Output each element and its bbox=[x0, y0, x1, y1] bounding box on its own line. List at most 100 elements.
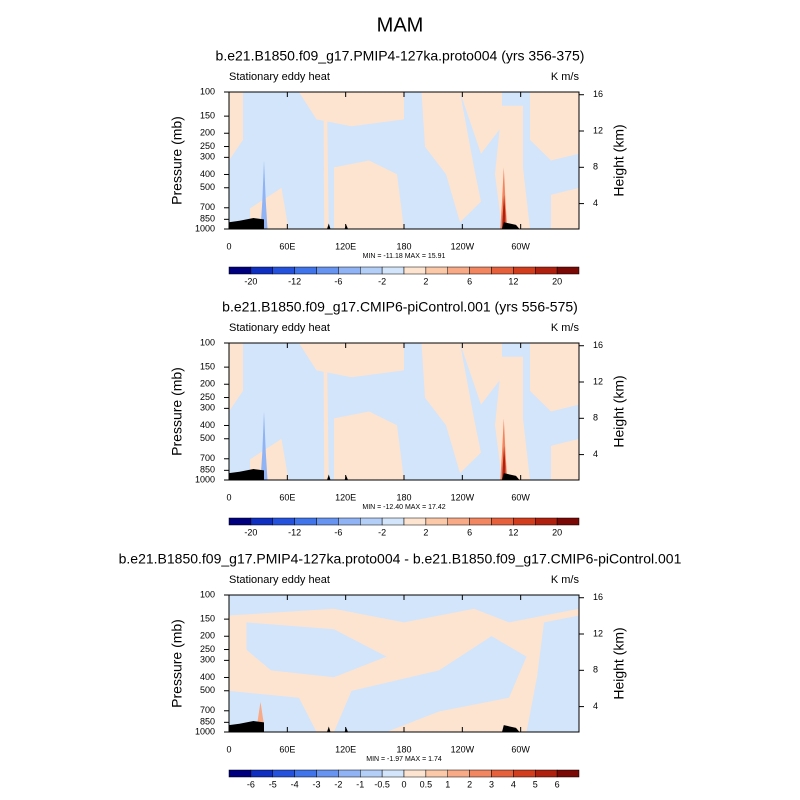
contour-fill bbox=[260, 411, 268, 480]
colorbar-label: 3 bbox=[489, 779, 494, 789]
colorbar-box bbox=[316, 517, 339, 526]
contour-fill bbox=[229, 92, 243, 161]
y-tick-label: 150 bbox=[200, 361, 215, 371]
x-tick-label: 120W bbox=[451, 744, 475, 754]
contour-fill bbox=[421, 92, 481, 223]
colorbar-label: -12 bbox=[288, 276, 301, 286]
y2-tick-label: 8 bbox=[593, 162, 598, 172]
colorbar-box bbox=[556, 266, 580, 275]
y2-tick-label: 12 bbox=[593, 628, 603, 638]
colorbar-box bbox=[403, 517, 427, 526]
colorbar-label: 2 bbox=[423, 527, 428, 537]
colorbar-label: -20 bbox=[244, 527, 257, 537]
y2-tick-label: 16 bbox=[593, 592, 603, 602]
contour-fill bbox=[551, 438, 579, 480]
colorbar-box bbox=[294, 266, 317, 275]
colorbar-box bbox=[447, 517, 470, 526]
colorbar-box bbox=[381, 769, 405, 778]
colorbar-box bbox=[338, 517, 361, 526]
colorbar-label: -2 bbox=[378, 276, 386, 286]
colorbar-box bbox=[425, 769, 448, 778]
colorbar-box bbox=[535, 517, 558, 526]
figure-title: MAM bbox=[377, 14, 424, 36]
colorbar-label: -1 bbox=[356, 779, 364, 789]
contour-fill bbox=[502, 194, 506, 229]
right-label: K m/s bbox=[551, 71, 580, 83]
y-tick-label: 150 bbox=[200, 110, 215, 120]
colorbar-box bbox=[294, 769, 317, 778]
panel: b.e21.B1850.f09_g17.CMIP6-piControl.001 … bbox=[169, 299, 627, 538]
colorbar-box bbox=[381, 266, 405, 275]
y2-tick-label: 4 bbox=[593, 449, 598, 459]
colorbar-box bbox=[513, 517, 536, 526]
colorbar-box bbox=[250, 266, 273, 275]
y-tick-label: 850 bbox=[200, 214, 215, 224]
colorbar-label: -5 bbox=[269, 779, 277, 789]
y-tick-label: 850 bbox=[200, 465, 215, 475]
y2-tick-label: 8 bbox=[593, 413, 598, 423]
y2-tick-label: 12 bbox=[593, 125, 603, 135]
y-tick-label: 100 bbox=[200, 337, 215, 347]
colorbar-box bbox=[513, 769, 536, 778]
right-label: K m/s bbox=[551, 574, 580, 586]
colorbar-box bbox=[556, 769, 580, 778]
contour-fill bbox=[250, 187, 289, 229]
colorbar-label: -0.5 bbox=[374, 779, 390, 789]
colorbar-label: -6 bbox=[334, 527, 342, 537]
colorbar-box bbox=[403, 769, 427, 778]
colorbar-box bbox=[272, 517, 295, 526]
colorbar-label: 4 bbox=[511, 779, 516, 789]
x-tick-label: 180 bbox=[396, 241, 411, 251]
colorbar-box bbox=[228, 517, 252, 526]
colorbar-box bbox=[360, 517, 383, 526]
topography bbox=[327, 223, 331, 229]
colorbar-label: 20 bbox=[552, 276, 562, 286]
y2-tick-label: 4 bbox=[593, 198, 598, 208]
y-tick-label: 1000 bbox=[195, 726, 215, 736]
colorbar-box bbox=[535, 266, 558, 275]
x-tick-label: 120E bbox=[335, 744, 356, 754]
contour-fill bbox=[229, 343, 243, 412]
y-tick-label: 700 bbox=[200, 202, 215, 212]
colorbar-box bbox=[250, 517, 273, 526]
colorbar-box bbox=[403, 266, 427, 275]
x-tick-label: 60E bbox=[279, 744, 295, 754]
contour-fill bbox=[421, 343, 481, 474]
colorbar-box bbox=[469, 769, 492, 778]
left-label: Stationary eddy heat bbox=[229, 322, 330, 334]
y2-axis-label: Height (km) bbox=[611, 124, 627, 196]
contour-fill bbox=[526, 615, 579, 732]
stats: MIN = -12.40 MAX = 17.42 bbox=[362, 504, 445, 511]
y-tick-label: 200 bbox=[200, 379, 215, 389]
y-tick-label: 150 bbox=[200, 613, 215, 623]
y2-axis-label: Height (km) bbox=[611, 375, 627, 447]
colorbar-box bbox=[425, 266, 448, 275]
x-tick-label: 120E bbox=[335, 492, 356, 502]
colorbar-label: 20 bbox=[552, 527, 562, 537]
colorbar-label: -2 bbox=[378, 527, 386, 537]
topography bbox=[229, 469, 264, 480]
colorbar-label: 2 bbox=[467, 779, 472, 789]
colorbar-box bbox=[447, 769, 470, 778]
colorbar-box bbox=[228, 266, 252, 275]
colorbar-box bbox=[491, 517, 514, 526]
colorbar-box bbox=[338, 769, 361, 778]
colorbar-label: -6 bbox=[334, 276, 342, 286]
x-tick-label: 180 bbox=[396, 744, 411, 754]
colorbar-box bbox=[556, 517, 580, 526]
contour-fill bbox=[334, 411, 404, 480]
contour-fill bbox=[460, 343, 502, 405]
x-tick-label: 120W bbox=[451, 492, 475, 502]
contour-fill bbox=[257, 701, 264, 726]
y-tick-label: 700 bbox=[200, 705, 215, 715]
y-tick-label: 400 bbox=[200, 169, 215, 179]
panel-title: b.e21.B1850.f09_g17.PMIP4-127ka.proto004… bbox=[216, 48, 585, 64]
y-tick-label: 1000 bbox=[195, 223, 215, 233]
colorbar-box bbox=[535, 769, 558, 778]
colorbar-box bbox=[491, 769, 514, 778]
y-tick-label: 250 bbox=[200, 141, 215, 151]
topography bbox=[502, 222, 520, 229]
colorbar-box bbox=[294, 517, 317, 526]
y2-tick-label: 4 bbox=[593, 701, 598, 711]
